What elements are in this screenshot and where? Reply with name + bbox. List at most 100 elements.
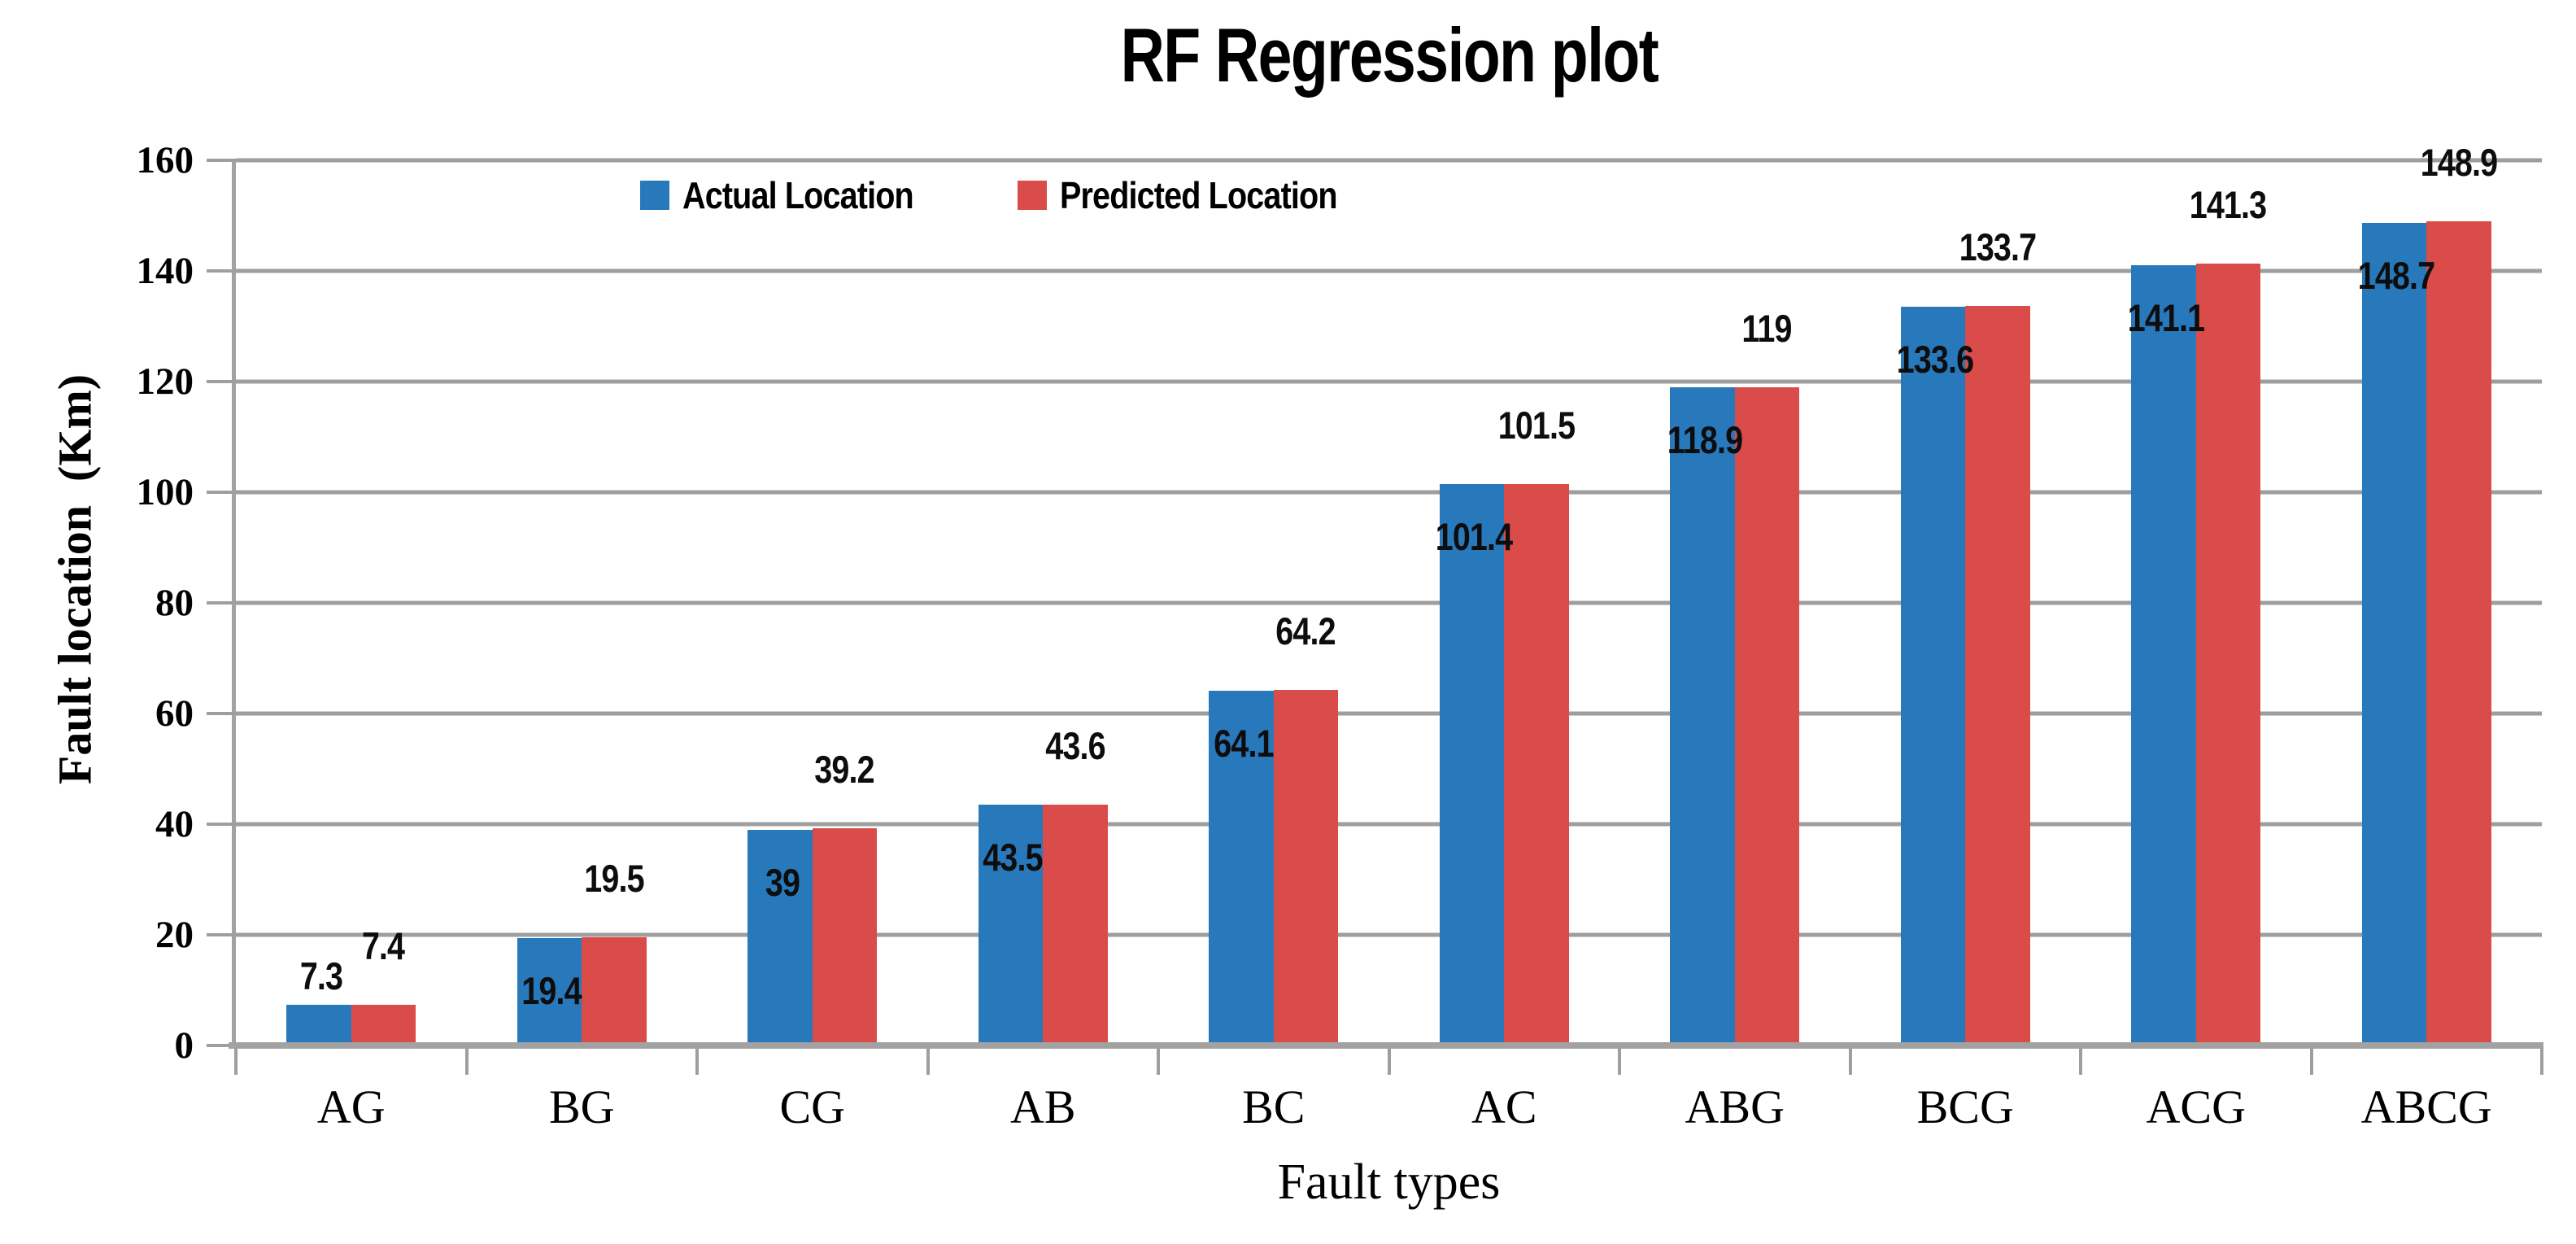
y-tick-label-140: 140 [136, 250, 194, 292]
bar-predicted-ABG [1734, 386, 1800, 1045]
y-tick-label-120: 120 [136, 360, 194, 403]
x-tick-1 [464, 1049, 469, 1075]
x-tick-6 [1618, 1049, 1621, 1075]
value-label-actual-ABCG: 148.7 [2358, 253, 2435, 297]
bar-group-BCG: 133.6 133.7 BCG [1850, 160, 2081, 1133]
value-label-predicted-AB: 43.6 [1045, 723, 1105, 767]
bar-group-BG: 19.4 19.5 BG [467, 160, 698, 1133]
bar-predicted-BC [1273, 690, 1339, 1045]
x-axis-line [229, 1042, 2543, 1049]
y-axis-title: Fault location (Km) [48, 373, 102, 785]
bar-actual-AB [978, 805, 1044, 1045]
bar-actual-BC [1209, 691, 1274, 1045]
y-tick-label-60: 60 [155, 692, 194, 735]
category-label-BCG: BCG [1916, 1080, 2014, 1133]
category-label-ABCG: ABCG [2360, 1080, 2492, 1133]
bar-group-ABG: 118.9 119 ABG [1619, 160, 1850, 1133]
gridline-20 [236, 932, 2542, 937]
y-tick-120 [207, 380, 236, 383]
chart-title: RF Regression plot [236, 11, 2542, 99]
value-label-predicted-BC: 64.2 [1275, 609, 1336, 653]
x-axis-title: Fault types [1277, 1155, 1501, 1210]
gridline-40 [236, 822, 2542, 827]
value-label-actual-AB: 43.5 [983, 836, 1044, 880]
legend-swatch-actual [640, 181, 669, 210]
bar-group-ABCG: 148.7 148.9 ABCG [2312, 141, 2543, 1133]
value-label-actual-BC: 64.1 [1214, 722, 1274, 766]
bar-predicted-AB [1043, 804, 1108, 1045]
legend-label-actual: Actual Location [682, 174, 914, 216]
x-tick-4 [1157, 1049, 1160, 1075]
y-tick-label-0: 0 [174, 1024, 194, 1067]
value-label-predicted-BCG: 133.7 [1959, 225, 2037, 268]
x-tick-9 [2309, 1049, 2313, 1075]
plot-area: Actual Location Predicted Location 0 20 40… [137, 139, 2543, 1133]
y-tick-80 [207, 601, 236, 605]
bar-actual-ACG [2131, 264, 2196, 1045]
value-label-actual-ACG: 141.1 [2127, 295, 2205, 339]
bar-predicted-CG [812, 828, 878, 1045]
value-label-predicted-AG: 7.4 [362, 923, 405, 967]
bar-predicted-BCG [1965, 305, 2030, 1045]
y-tick-label-160: 160 [136, 139, 194, 181]
bar-actual-BCG [1900, 306, 1966, 1045]
legend-item-actual: Actual Location [640, 173, 951, 217]
value-label-actual-BG: 19.4 [521, 969, 582, 1013]
gridline-80 [236, 600, 2542, 605]
bar-actual-ABG [1670, 387, 1735, 1045]
legend-swatch-predicted [1018, 181, 1048, 210]
category-label-AB: AB [1009, 1080, 1076, 1133]
value-label-actual-ABG: 118.9 [1667, 418, 1743, 462]
bar-group-AC: 101.4 101.5 AC [1389, 160, 1620, 1133]
bar-group-ACG: 141.1 141.3 ACG [2081, 160, 2312, 1133]
bar-predicted-BG [582, 937, 647, 1045]
value-label-predicted-ABCG: 148.9 [2420, 141, 2498, 185]
gridline-60 [236, 711, 2542, 716]
y-tick-label-80: 80 [155, 582, 194, 624]
gridline-120 [236, 379, 2542, 384]
value-label-actual-AC: 101.4 [1436, 515, 1513, 559]
category-label-AC: AC [1471, 1080, 1537, 1133]
x-tick-8 [2079, 1049, 2082, 1075]
x-tick-2 [695, 1049, 699, 1075]
gridline-100 [236, 490, 2542, 495]
y-tick-label-40: 40 [155, 803, 194, 845]
x-tick-3 [926, 1049, 930, 1075]
y-tick-60 [207, 712, 236, 715]
bar-actual-ABCG [2361, 222, 2427, 1045]
category-label-ABG: ABG [1685, 1080, 1785, 1133]
gridline-140 [236, 268, 2542, 273]
bar-actual-BG [517, 938, 582, 1045]
bar-actual-AG [286, 1005, 351, 1045]
category-label-BC: BC [1242, 1080, 1305, 1133]
category-label-CG: CG [779, 1080, 846, 1133]
category-label-AG: AG [316, 1080, 386, 1133]
value-label-predicted-ABG: 119 [1741, 306, 1793, 350]
bar-predicted-ABCG [2426, 221, 2491, 1045]
bar-group-AG: 7.3 7.4 AG [236, 160, 467, 1133]
legend-label-predicted: Predicted Location [1060, 174, 1337, 216]
value-label-predicted-BG: 19.5 [584, 857, 644, 901]
bar-group-BC: 64.1 64.2 BC [1158, 160, 1389, 1133]
y-tick-20 [207, 933, 236, 936]
bar-group-CG: 39 39.2 CG [697, 160, 928, 1133]
legend: Actual Location Predicted Location [640, 173, 1382, 217]
x-tick-7 [1848, 1049, 1852, 1075]
bar-predicted-AG [351, 1004, 416, 1045]
chart-title-text: RF Regression plot [1120, 12, 1658, 98]
gridline-160 [236, 158, 2542, 163]
category-label-ACG: ACG [2146, 1080, 2246, 1133]
x-tick-5 [1387, 1049, 1391, 1075]
x-tick-0 [234, 1049, 238, 1075]
legend-item-predicted: Predicted Location [1018, 173, 1382, 217]
value-label-predicted-ACG: 141.3 [2190, 183, 2267, 227]
x-tick-end [2540, 1049, 2543, 1075]
value-label-predicted-AC: 101.5 [1497, 403, 1576, 447]
y-tick-0 [207, 1044, 236, 1047]
value-label-predicted-CG: 39.2 [814, 748, 875, 792]
y-tick-label-20: 20 [155, 914, 194, 956]
y-tick-140 [207, 269, 236, 273]
bar-actual-AC [1439, 484, 1505, 1045]
y-tick-160 [207, 159, 236, 162]
value-label-actual-CG: 39 [765, 860, 800, 904]
